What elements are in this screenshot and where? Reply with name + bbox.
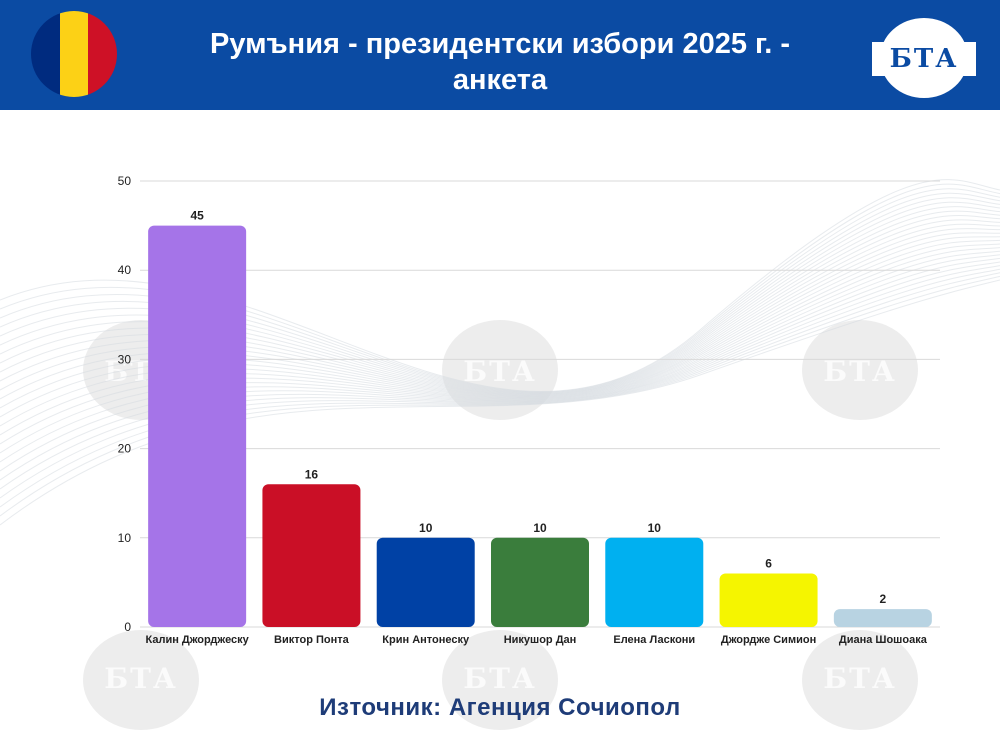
source-caption: Източник: Агенция Сочиопол [319,694,681,721]
title-line-1: Румъния - президентски избори 2025 г. - [210,28,790,60]
bar [719,573,818,627]
category-label: Джордже Симион [721,634,816,646]
watermark-text: БТА [104,662,178,695]
watermark-logo-icon [442,630,558,730]
watermark-logo-icon [802,630,918,730]
category-label: Елена Ласкони [613,634,695,646]
watermark-text: БТА [463,662,537,695]
data-label: 45 [190,209,204,223]
y-axis-ticks: 0 10 20 30 40 50 [118,174,132,634]
bar [376,537,475,627]
chart-labels: 45 Калин Джорджеску 16 Виктор Понта 10 Крин А… [145,209,927,646]
watermark-text: БТА [823,662,897,695]
bar [148,225,247,627]
y-tick-label: 40 [118,263,132,277]
data-label: 6 [765,556,772,570]
data-label: 2 [880,592,887,606]
bar-chart: 0 10 20 30 40 50 45 Калин Джорджеску 16 Виктор П… [0,174,1000,646]
bta-logo-text: БТА [872,42,976,76]
page-title: Румъния - президентски избори 2025 г. - … [150,26,850,98]
flag-stripe [59,11,89,97]
y-tick-label: 50 [118,174,132,188]
y-tick-label: 30 [118,352,132,366]
data-label: 16 [305,467,319,481]
bar [491,537,589,627]
watermark-logo-icon [83,630,199,730]
title-line-2: анкета [452,64,548,96]
category-label: Диана Шошоака [839,634,928,646]
category-label: Никушор Дан [504,634,577,646]
watermark-text: БТА [823,355,897,388]
category-label: Виктор Понта [274,634,350,646]
bar [833,609,932,627]
bar [605,537,704,627]
category-label: Калин Джорджеску [145,634,249,646]
watermark-logo-icon [802,320,918,420]
y-tick-label: 20 [118,442,132,456]
bar [262,484,361,627]
y-tick-label: 10 [118,531,132,545]
chart-bars [148,225,932,627]
data-label: 10 [419,521,433,535]
data-label: 10 [648,521,662,535]
header-banner: Румъния - президентски избори 2025 г. - … [0,0,1000,110]
watermark-text: БТА [463,355,537,388]
category-label: Крин Антонеску [382,634,470,646]
data-label: 10 [533,521,547,535]
y-tick-label: 0 [124,620,131,634]
